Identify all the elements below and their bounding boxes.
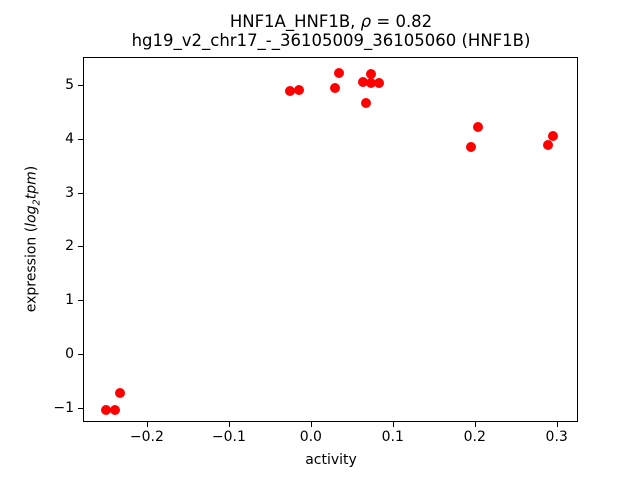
- chart-title-line1: HNF1A_HNF1B, ρ = 0.82: [83, 12, 579, 32]
- y-tick-label: −1: [53, 400, 74, 416]
- scatter-point: [548, 130, 559, 141]
- title-rho-value: = 0.82: [371, 12, 433, 31]
- y-axis-label: expression (log2tpm): [24, 166, 43, 313]
- chart-subtitle: hg19_v2_chr17_-_36105009_36105060 (HNF1B…: [131, 30, 531, 50]
- x-tick-mark: [392, 422, 394, 427]
- y-tick-mark: [78, 354, 83, 356]
- x-tick-mark: [556, 422, 558, 427]
- scatter-point: [473, 121, 484, 132]
- x-tick-label: 0.1: [381, 429, 404, 445]
- y-axis-label-prefix: expression (: [23, 226, 40, 313]
- y-tick-label: 1: [65, 292, 74, 309]
- scatter-point: [358, 76, 369, 87]
- x-tick-mark: [146, 422, 148, 427]
- y-tick-label: 0: [65, 346, 74, 363]
- y-tick-mark: [78, 192, 83, 194]
- x-tick-mark: [310, 422, 312, 427]
- scatter-point: [373, 78, 384, 89]
- y-axis-label-suffix: ): [23, 165, 40, 172]
- scatter-point: [114, 387, 125, 398]
- x-tick-label: 0.0: [299, 429, 322, 445]
- chart-title: HNF1A_HNF1B, ρ = 0.82 hg19_v2_chr17_-_36…: [83, 12, 579, 50]
- scatter-point: [360, 97, 371, 108]
- scatter-point: [542, 140, 553, 151]
- y-tick-label: 3: [65, 184, 74, 201]
- scatter-point: [366, 78, 377, 89]
- plot-area: [83, 57, 578, 422]
- scatter-point: [329, 83, 340, 94]
- y-tick-label: 5: [65, 76, 74, 93]
- y-tick-mark: [78, 138, 83, 140]
- y-axis-label-math-unit: tpm: [23, 171, 40, 200]
- scatter-point: [100, 405, 111, 416]
- title-rho-symbol: ρ: [360, 12, 372, 31]
- title-main-text: HNF1A_HNF1B,: [229, 12, 361, 31]
- x-tick-label: −0.2: [129, 429, 164, 445]
- scatter-point: [333, 68, 344, 79]
- scatter-point: [109, 405, 120, 416]
- y-axis-label-math: log: [23, 205, 40, 227]
- y-tick-label: 4: [65, 130, 74, 147]
- y-tick-mark: [78, 84, 83, 86]
- y-tick-mark: [78, 300, 83, 302]
- x-tick-mark: [228, 422, 230, 427]
- y-tick-label: 2: [65, 238, 74, 255]
- x-tick-label: −0.1: [211, 429, 246, 445]
- x-axis-label: activity: [305, 452, 357, 468]
- scatter-point: [293, 84, 304, 95]
- scatter-point: [284, 86, 295, 97]
- scatter-point: [365, 68, 376, 79]
- x-tick-mark: [474, 422, 476, 427]
- y-tick-mark: [78, 408, 83, 409]
- x-tick-label: 0.2: [463, 429, 486, 445]
- y-axis-label-subscript: 2: [31, 199, 43, 206]
- y-tick-mark: [78, 246, 83, 248]
- scatter-point: [465, 141, 476, 152]
- x-tick-label: 0.3: [545, 429, 568, 445]
